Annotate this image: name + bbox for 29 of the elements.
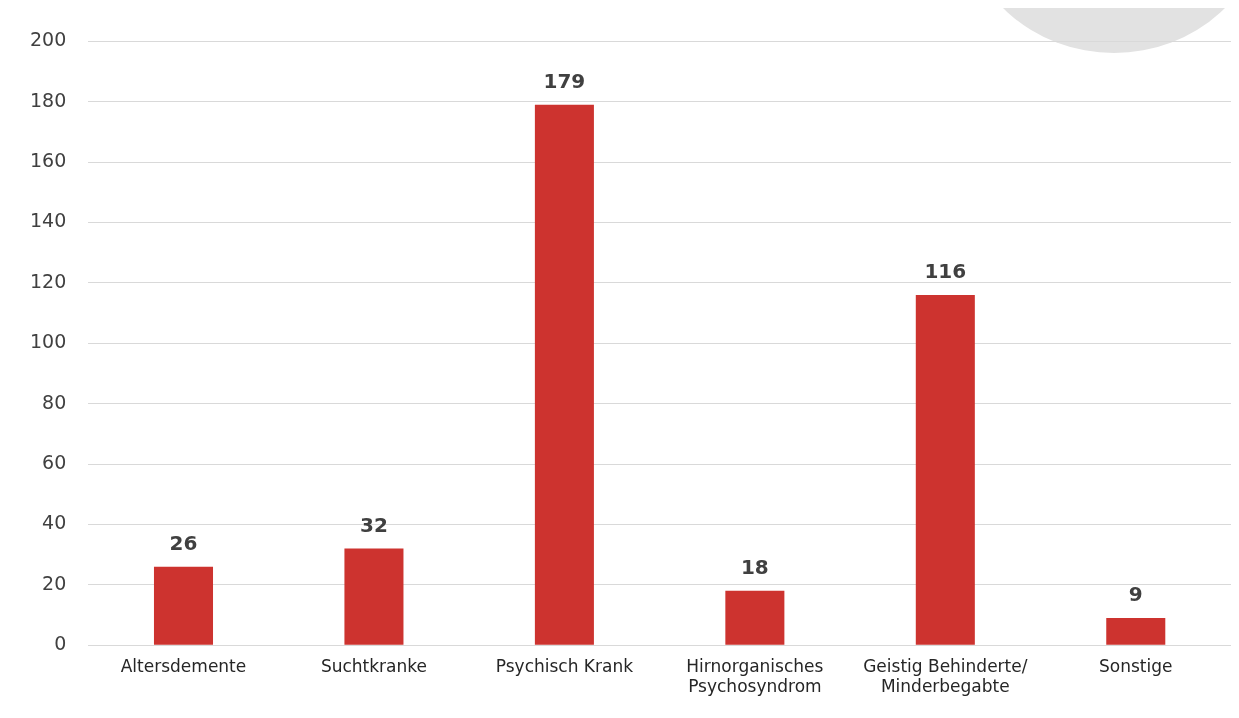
- y-tick-label: 120: [30, 269, 67, 292]
- data-label: 179: [543, 69, 586, 93]
- y-tick-label: 0: [54, 632, 67, 655]
- data-label: 26: [169, 530, 198, 555]
- y-tick-label: 200: [30, 28, 67, 51]
- y-tick-label: 40: [42, 511, 67, 534]
- y-tick-label: 140: [30, 209, 67, 232]
- x-tick-label: Psychisch Krank: [495, 655, 634, 676]
- x-tick-label: Geistig Behinderte/ Minderbegabte: [863, 655, 1028, 697]
- x-tick-label: Altersdemente: [120, 655, 247, 676]
- x-tick-label: Hirnorganisches Psychosyndrom: [686, 655, 824, 697]
- bar: [344, 548, 404, 645]
- data-label: 18: [740, 555, 769, 580]
- bar: [534, 104, 594, 645]
- x-tick-label: Suchtkranke: [320, 655, 427, 676]
- y-tick-label: 180: [30, 88, 67, 111]
- bar: [153, 566, 214, 645]
- data-label: 32: [360, 512, 388, 537]
- y-tick-label: 100: [30, 330, 67, 353]
- y-tick-label: 20: [42, 571, 67, 594]
- bar: [1106, 618, 1166, 645]
- x-tick-label: Sonstige: [1099, 655, 1173, 676]
- bar: [725, 590, 785, 645]
- y-tick-label: 60: [42, 451, 67, 473]
- y-tick-label: 160: [30, 149, 67, 172]
- data-label: 9: [1128, 582, 1143, 607]
- y-tick-label: 80: [42, 390, 67, 413]
- data-label: 116: [924, 259, 967, 284]
- bar: [915, 295, 975, 645]
